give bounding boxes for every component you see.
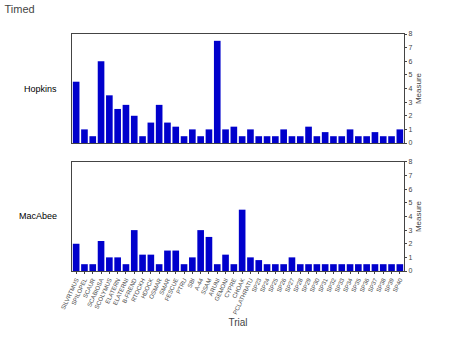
svg-text:SP35: SP35: [350, 277, 362, 293]
svg-text:A-44: A-44: [193, 277, 204, 292]
svg-text:3: 3: [408, 227, 412, 234]
svg-text:6: 6: [408, 186, 412, 193]
svg-text:MacAbee: MacAbee: [19, 211, 57, 221]
svg-text:SP36: SP36: [359, 277, 371, 293]
svg-text:ELATERN: ELATERN: [104, 277, 121, 304]
svg-text:SP33: SP33: [334, 277, 346, 293]
svg-text:Timed: Timed: [5, 3, 35, 15]
svg-text:ELATERNI: ELATERNI: [112, 277, 130, 306]
svg-text:Trial: Trial: [228, 317, 247, 328]
svg-text:Measure: Measure: [415, 72, 424, 104]
svg-text:0: 0: [408, 139, 412, 146]
svg-text:ARUNI: ARUNI: [208, 277, 221, 297]
svg-text:SBI: SBI: [186, 277, 196, 289]
svg-text:SCOLYMUS: SCOLYMUS: [93, 277, 112, 310]
svg-text:SP29: SP29: [301, 277, 313, 293]
svg-text:3: 3: [408, 99, 412, 106]
svg-text:SP34: SP34: [342, 277, 354, 293]
svg-text:SP31: SP31: [317, 277, 329, 293]
svg-text:CYPRE: CYPRE: [223, 277, 237, 298]
svg-text:5: 5: [408, 71, 412, 78]
svg-text:CHOAK: CHOAK: [231, 277, 245, 299]
svg-text:SP25: SP25: [267, 277, 279, 293]
svg-text:SCAUR: SCAUR: [82, 277, 97, 299]
svg-text:SPILOPEL: SPILOPEL: [70, 277, 88, 306]
svg-text:SP28: SP28: [292, 277, 304, 293]
svg-text:8: 8: [408, 30, 412, 37]
svg-text:Hopkins: Hopkins: [24, 84, 57, 94]
svg-text:SP32: SP32: [325, 277, 337, 293]
svg-text:4: 4: [408, 85, 412, 92]
svg-text:1: 1: [408, 254, 412, 261]
svg-text:PTRU: PTRU: [175, 277, 187, 294]
svg-text:SP39: SP39: [384, 277, 396, 293]
svg-text:B-FREND: B-FREND: [121, 277, 138, 304]
svg-text:7: 7: [408, 44, 412, 51]
svg-text:0: 0: [408, 267, 412, 274]
svg-text:SP40: SP40: [392, 277, 404, 293]
svg-text:HDOCK: HDOCK: [140, 277, 155, 299]
svg-text:4: 4: [408, 213, 412, 220]
svg-text:SP37: SP37: [367, 277, 379, 293]
svg-text:1: 1: [408, 126, 412, 133]
svg-text:2: 2: [408, 112, 412, 119]
svg-text:5: 5: [408, 199, 412, 206]
svg-text:SMAR: SMAR: [158, 277, 171, 296]
svg-text:GEMONI: GEMONI: [213, 277, 229, 302]
svg-text:SP23: SP23: [251, 277, 263, 293]
svg-text:SP27: SP27: [284, 277, 296, 293]
svg-text:SP24: SP24: [259, 277, 271, 293]
svg-text:2: 2: [408, 240, 412, 247]
svg-text:SCABIOSA: SCABIOSA: [86, 277, 104, 307]
svg-text:8: 8: [408, 158, 412, 165]
svg-text:PCLATHRATU: PCLATHRATU: [232, 277, 254, 315]
svg-text:SP38: SP38: [375, 277, 387, 293]
svg-text:SSAM: SSAM: [200, 277, 213, 295]
svg-text:FESCUE: FESCUE: [164, 277, 180, 302]
svg-text:RTOCKH: RTOCKH: [130, 277, 146, 302]
svg-text:7: 7: [408, 172, 412, 179]
svg-text:Measure: Measure: [415, 200, 424, 232]
svg-text:6: 6: [408, 58, 412, 65]
svg-text:OSMAR: OSMAR: [148, 277, 163, 300]
svg-text:SP26: SP26: [276, 277, 288, 293]
svg-text:SP30: SP30: [309, 277, 321, 293]
svg-text:SILVRTMUS: SILVRTMUS: [60, 277, 80, 310]
